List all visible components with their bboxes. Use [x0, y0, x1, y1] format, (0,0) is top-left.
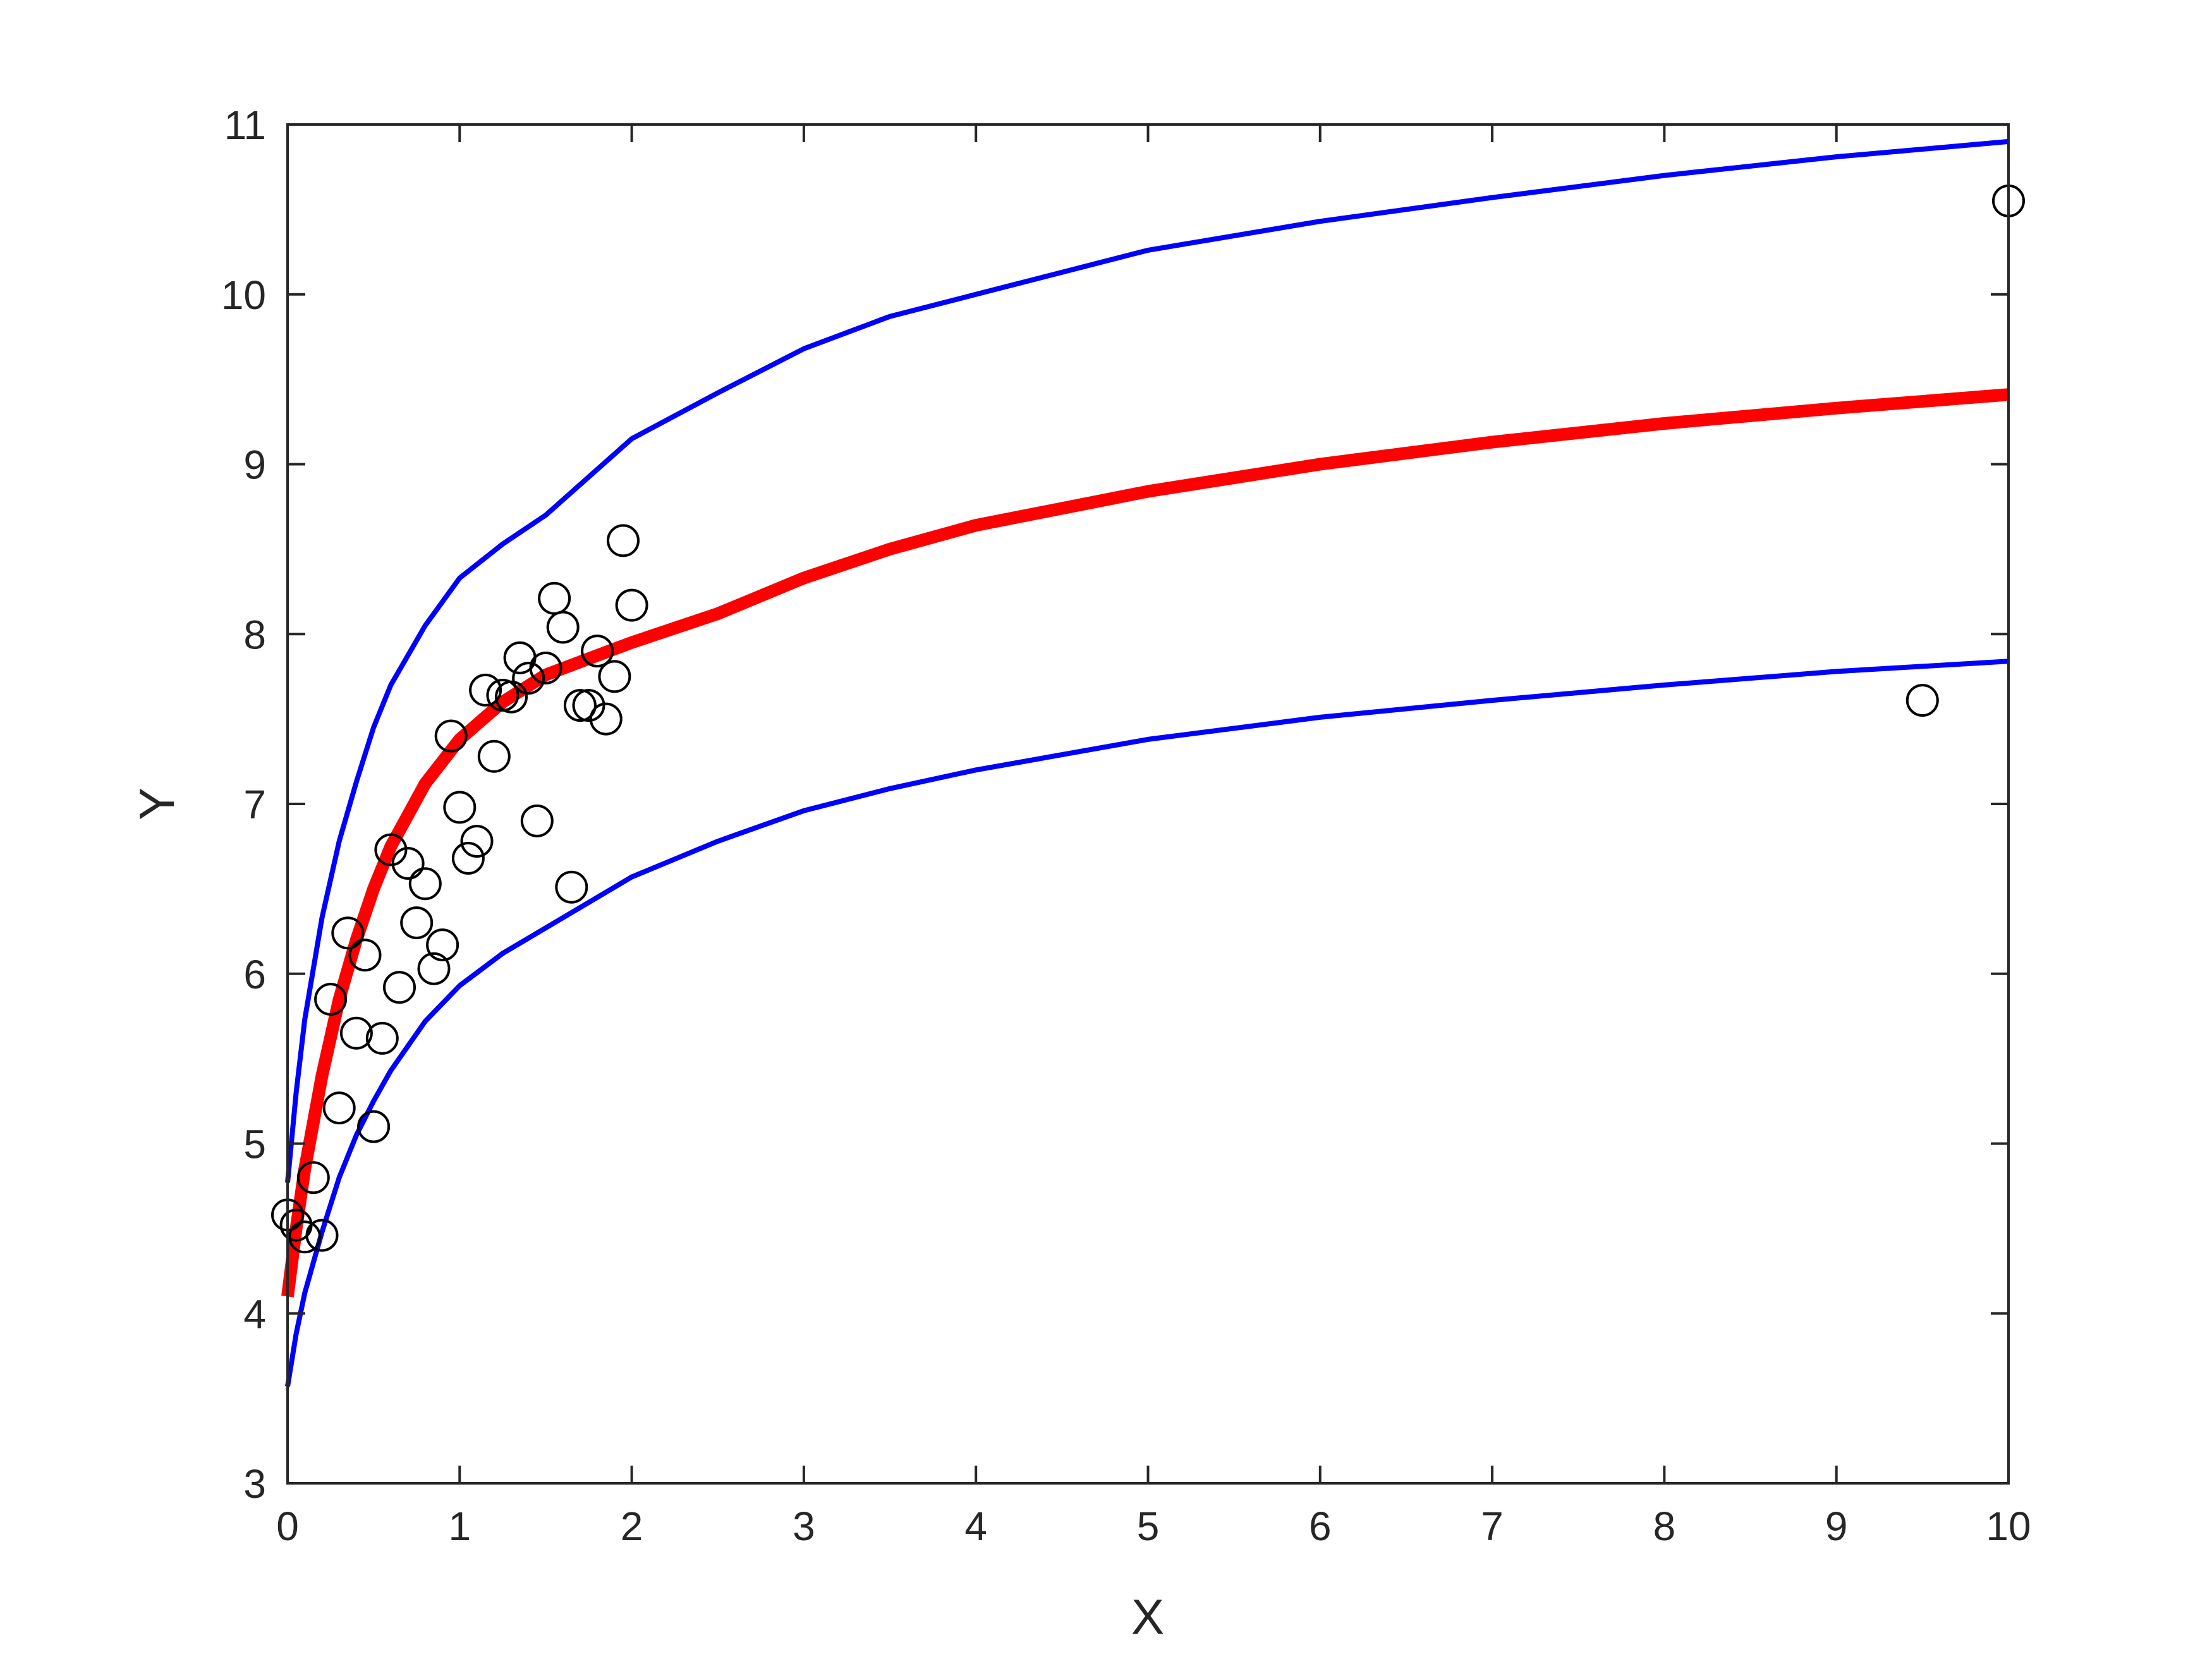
- x-tick-label: 10: [1986, 1504, 2031, 1549]
- data-point: [426, 928, 459, 962]
- data-point: [374, 833, 408, 866]
- data-point: [451, 842, 485, 875]
- x-tick-label: 8: [1653, 1504, 1676, 1549]
- y-tick-label: 6: [243, 952, 266, 997]
- x-tick-label: 6: [1309, 1504, 1332, 1549]
- data-point: [391, 847, 425, 880]
- data-point: [339, 1016, 373, 1050]
- data-point: [520, 804, 554, 837]
- x-tick-label: 2: [621, 1504, 643, 1549]
- data-point: [305, 1218, 339, 1252]
- data-point: [598, 660, 631, 693]
- data-point: [443, 791, 477, 824]
- data-point: [469, 673, 502, 707]
- plot-area: [288, 125, 2008, 1483]
- data-point: [348, 939, 382, 972]
- x-tick-label: 7: [1481, 1504, 1504, 1549]
- data-point: [615, 588, 648, 622]
- x-tick-label: 5: [1137, 1504, 1160, 1549]
- data-point: [477, 739, 511, 773]
- data-point: [322, 1091, 356, 1125]
- y-tick-label: 7: [243, 782, 266, 827]
- y-tick-label: 8: [243, 612, 266, 657]
- ticks-layer: 0 1 2 3 4 5 6 7 8 9 10 3 4 5 6 7 8 9 10 11: [221, 102, 2031, 1549]
- data-point: [314, 983, 348, 1016]
- data-point: [460, 825, 494, 858]
- data-point: [546, 611, 580, 644]
- x-tick-label: 4: [964, 1504, 987, 1549]
- data-point: [331, 916, 365, 950]
- x-axis-title: X: [1131, 1589, 1164, 1644]
- scatter-points: [271, 184, 2025, 1254]
- y-tick-label: 5: [243, 1122, 266, 1167]
- x-tick-label: 9: [1825, 1504, 1848, 1549]
- x-tick-label: 1: [449, 1504, 471, 1549]
- y-tick-label: 9: [243, 442, 266, 488]
- data-point: [365, 1021, 399, 1055]
- fit-curve: [281, 388, 2009, 1297]
- data-point: [417, 952, 451, 985]
- data-point: [288, 1220, 322, 1254]
- data-point: [589, 702, 623, 736]
- data-point: [495, 680, 528, 714]
- y-tick-label: 4: [243, 1291, 266, 1337]
- data-point: [434, 719, 468, 753]
- data-point: [357, 1110, 391, 1143]
- upper-bound-curve: [285, 138, 2009, 1183]
- x-tick-label: 0: [276, 1504, 299, 1549]
- y-tick-label: 10: [221, 272, 266, 318]
- x-tick-label: 3: [793, 1504, 815, 1549]
- data-point: [400, 906, 434, 940]
- y-tick-label: 11: [224, 102, 266, 148]
- series-layer: [281, 138, 2009, 1387]
- data-point: [383, 971, 416, 1004]
- data-point: [555, 870, 588, 904]
- data-point: [1905, 684, 1939, 717]
- data-point: [408, 867, 442, 901]
- y-axis-title: Y: [129, 787, 185, 820]
- data-point: [563, 689, 597, 722]
- y-tick-label: 3: [243, 1461, 266, 1507]
- data-point: [581, 635, 614, 668]
- data-point: [607, 524, 640, 557]
- data-point: [529, 652, 562, 684]
- data-point: [572, 689, 605, 722]
- data-point: [512, 662, 545, 695]
- data-point: [296, 1161, 330, 1194]
- lower-bound-curve: [285, 659, 2009, 1387]
